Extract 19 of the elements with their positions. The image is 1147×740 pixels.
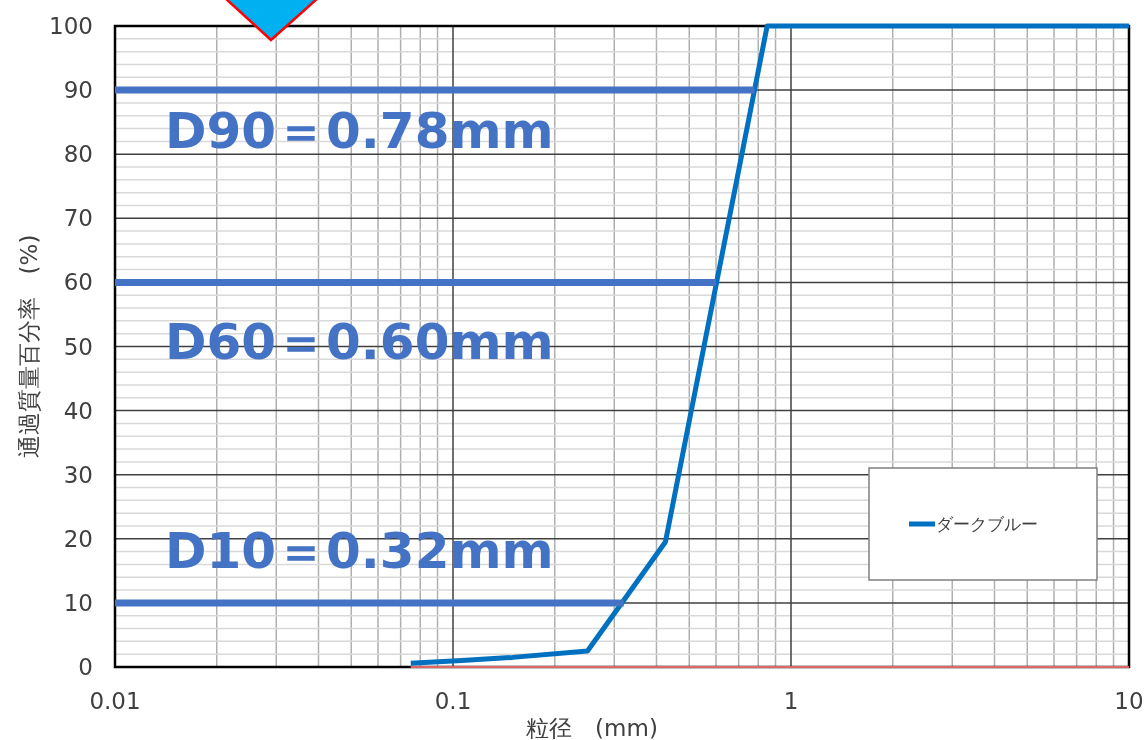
- x-tick-label: 0.01: [89, 688, 141, 714]
- legend-label: ダークブルー: [936, 514, 1038, 534]
- y-tick-label: 30: [63, 461, 93, 488]
- y-tick-label: 20: [63, 525, 93, 552]
- y-tick-label: 70: [63, 205, 93, 232]
- y-tick-label: 60: [63, 269, 93, 296]
- x-tick-label: 10: [1114, 688, 1144, 714]
- y-tick-label: 90: [63, 77, 93, 104]
- y-tick-label: 50: [63, 333, 93, 360]
- y-axis-title: 通過質量百分率 (%): [16, 234, 42, 459]
- y-tick-label: 10: [63, 589, 93, 616]
- y-tick-label: 80: [63, 141, 93, 168]
- y-tick-label: 100: [49, 13, 93, 39]
- legend: ダークブルー: [868, 467, 1098, 581]
- y-tick-label: 40: [63, 397, 93, 424]
- x-tick-label: 1: [783, 688, 799, 714]
- y-tick-label: 0: [78, 654, 93, 680]
- x-tick-label: 0.1: [434, 688, 472, 714]
- x-axis-title: 粒径 (mm): [526, 715, 658, 740]
